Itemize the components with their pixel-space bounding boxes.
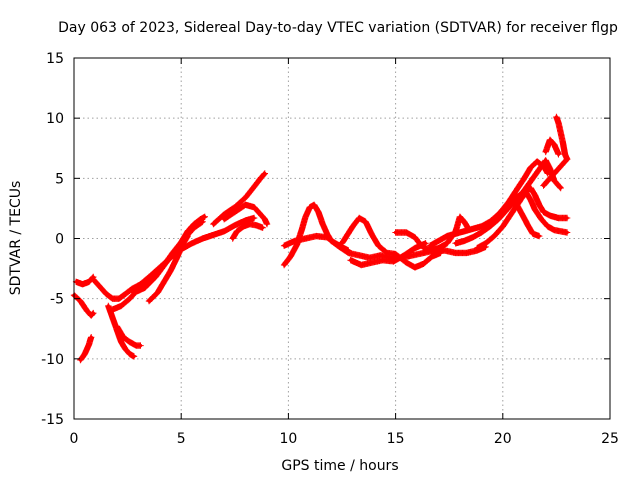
series-point-markers — [220, 201, 271, 228]
x-tick-label: 10 — [279, 431, 297, 447]
data-series-1 — [70, 291, 97, 319]
data-series-24 — [553, 113, 571, 163]
series-point-markers — [553, 113, 571, 163]
data-series-21 — [488, 158, 551, 224]
data-series-5 — [113, 323, 144, 349]
data-series-12 — [229, 220, 266, 242]
series-point-markers — [542, 136, 562, 158]
x-axis-label: GPS time / hours — [281, 458, 398, 474]
series-point-markers — [540, 155, 571, 189]
data-series-25 — [540, 155, 571, 189]
data-series-11 — [220, 201, 271, 228]
x-tick-label: 20 — [494, 431, 512, 447]
data-series-3 — [77, 334, 95, 364]
axis-ticks: 0 5 10 15 20 25 -15 -10 -5 0 5 10 15 — [41, 51, 619, 447]
x-tick-label: 0 — [70, 431, 79, 447]
y-tick-label: 5 — [55, 171, 64, 187]
data-series-14 — [280, 232, 489, 261]
x-tick-label: 15 — [387, 431, 405, 447]
y-axis-label: SDTVAR / TECUs — [8, 181, 24, 296]
x-tick-label: 5 — [177, 431, 186, 447]
data-series-10 — [210, 170, 268, 228]
data-series-9 — [145, 232, 191, 305]
series-point-markers — [210, 170, 268, 228]
data-series-23 — [542, 136, 562, 158]
y-tick-label: 10 — [46, 111, 64, 127]
data-series — [70, 113, 571, 364]
data-series-15 — [338, 214, 444, 271]
series-point-markers — [113, 323, 144, 349]
series-point-markers — [452, 157, 564, 247]
series-point-markers — [512, 199, 543, 240]
data-series-20 — [473, 189, 571, 252]
y-tick-label: -15 — [41, 412, 64, 428]
series-point-markers — [488, 158, 551, 224]
series-point-markers — [280, 232, 489, 261]
data-series-22 — [512, 199, 543, 240]
series-point-markers — [347, 240, 429, 269]
series-point-markers — [70, 291, 97, 319]
y-tick-label: 15 — [46, 51, 64, 67]
data-series-16 — [347, 240, 429, 269]
x-tick-label: 25 — [601, 431, 619, 447]
series-point-markers — [145, 232, 191, 305]
y-tick-label: 0 — [55, 232, 64, 248]
y-tick-label: -10 — [41, 352, 64, 368]
series-point-markers — [77, 334, 95, 364]
y-tick-label: -5 — [50, 292, 64, 308]
chart-title: Day 063 of 2023, Sidereal Day-to-day VTE… — [58, 20, 618, 36]
series-point-markers — [229, 220, 266, 242]
